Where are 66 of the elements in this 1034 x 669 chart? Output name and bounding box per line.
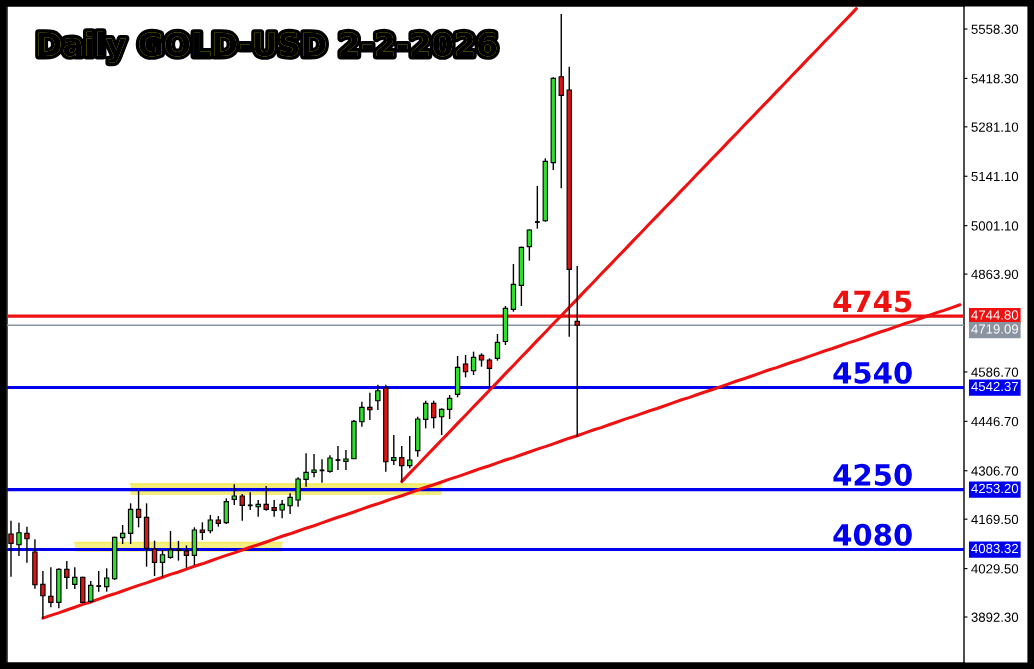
candlestick xyxy=(311,453,317,479)
candlestick xyxy=(526,228,533,262)
y-tick-label: 4446.70 xyxy=(971,416,1019,427)
annotation: 4745 xyxy=(833,290,912,313)
candlestick xyxy=(223,497,230,525)
y-tick-label: 4306.70 xyxy=(971,466,1019,476)
candlestick xyxy=(494,333,501,362)
candlestick xyxy=(422,399,429,430)
y-tick-label: 3892.30 xyxy=(971,612,1019,622)
y-tick-label: 5558.30 xyxy=(971,24,1019,34)
candlestick xyxy=(175,540,182,562)
candlestick xyxy=(167,530,174,560)
candlestick xyxy=(391,434,397,466)
candlestick xyxy=(271,499,277,518)
candlestick xyxy=(534,185,541,230)
y-tick-label: 5418.30 xyxy=(971,73,1019,84)
candlestick xyxy=(24,525,30,564)
candlestick xyxy=(103,567,110,593)
y-tick-label: 4863.90 xyxy=(971,269,1019,279)
text: Daily GOLD-USD 2-2-2026 xyxy=(38,31,497,63)
candlestick xyxy=(287,492,293,515)
candlestick xyxy=(231,483,237,506)
candlestick xyxy=(359,400,365,428)
candlestick xyxy=(407,435,413,470)
candlestick xyxy=(64,560,70,590)
candlestick xyxy=(40,570,46,620)
annotation: 4250 xyxy=(833,463,912,486)
y-tick-label: 4029.50 xyxy=(971,564,1019,574)
candlestick xyxy=(88,580,94,604)
candlestick xyxy=(16,521,22,557)
candlestick xyxy=(279,499,285,520)
candlestick xyxy=(95,570,103,593)
y-tick-label: 5141.10 xyxy=(971,171,1019,182)
y-tick-label: 5281.10 xyxy=(971,122,1019,132)
candlestick xyxy=(574,265,580,438)
candlestick xyxy=(48,566,54,609)
candlestick xyxy=(375,384,381,411)
candlestick xyxy=(207,514,214,535)
annotation: 4540 xyxy=(833,361,912,384)
annotation: 4080 xyxy=(833,523,912,546)
ref-line-label: 4253.20 xyxy=(971,483,1019,494)
candlestick xyxy=(151,539,158,577)
candlestick xyxy=(135,490,142,529)
candlestick xyxy=(183,544,190,569)
candlestick xyxy=(558,13,564,190)
ref-line-label: 4719.09 xyxy=(971,324,1019,334)
candlestick xyxy=(446,394,453,420)
candlestick xyxy=(295,476,301,508)
y-tick-label: 4586.70 xyxy=(971,367,1019,377)
y-tick-label: 5001.10 xyxy=(971,221,1019,231)
candlestick xyxy=(470,350,477,376)
candlestick xyxy=(159,549,166,578)
candlestick xyxy=(462,354,469,379)
candlestick xyxy=(343,449,349,471)
ref-line-label: 4083.32 xyxy=(971,543,1018,554)
candlestick xyxy=(239,493,245,522)
candlestick xyxy=(303,452,309,488)
candlestick xyxy=(263,485,269,512)
candlestick xyxy=(399,445,405,483)
candlestick xyxy=(72,566,78,590)
candlestick xyxy=(486,357,493,390)
ref-line-label: 4542.37 xyxy=(971,381,1018,392)
candlestick xyxy=(430,399,437,430)
ref-line-label: 4744.80 xyxy=(971,310,1019,320)
y-tick-label: 4169.50 xyxy=(971,514,1019,525)
candlestick xyxy=(367,391,373,421)
